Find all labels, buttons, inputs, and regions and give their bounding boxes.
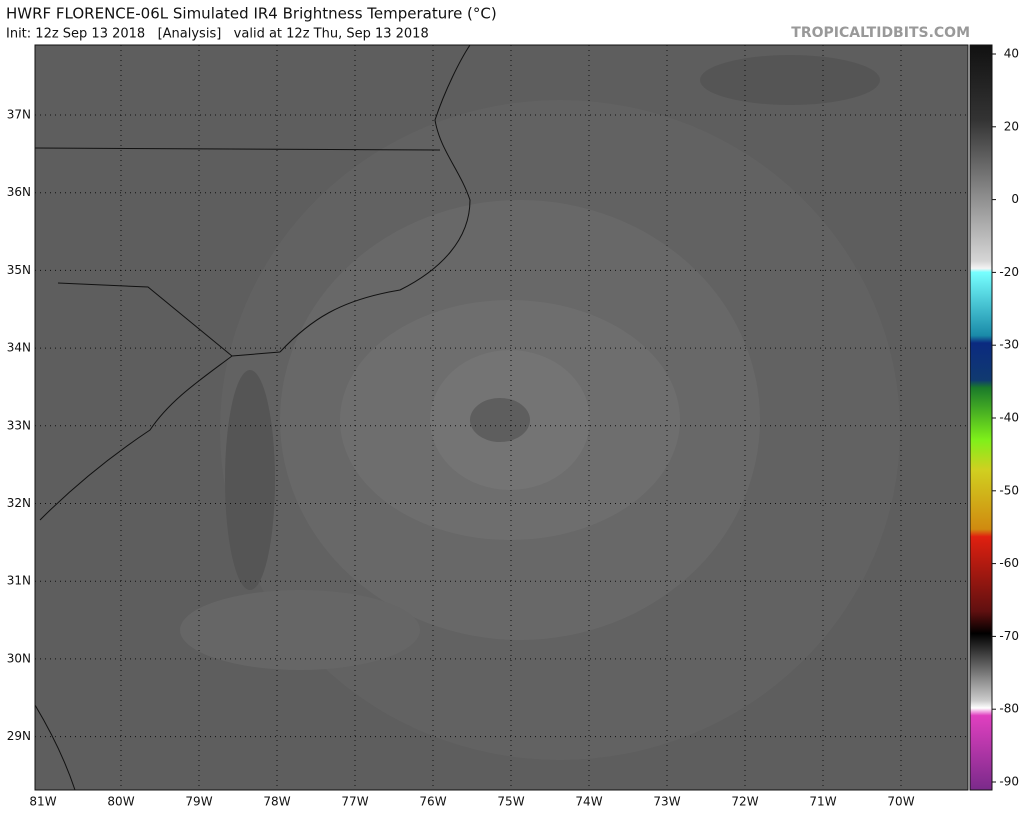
colorbar-label: -20 (999, 265, 1019, 279)
lon-label: 71W (809, 795, 836, 809)
site-name: TROPICALTIDBITS.COM (791, 25, 970, 41)
lon-label: 79W (185, 795, 212, 809)
colorbar-label: -90 (999, 775, 1019, 789)
colorbar-label: -60 (999, 556, 1019, 570)
lat-label: 35N (7, 263, 31, 277)
colorbar-label: 0 (1011, 192, 1019, 206)
lon-label: 78W (263, 795, 290, 809)
map (35, 45, 968, 790)
colorbar-label: -80 (999, 702, 1019, 716)
colorbar-label: 20 (1004, 119, 1019, 133)
colorbar-label: 40 (1004, 47, 1019, 61)
lon-label: 75W (497, 795, 524, 809)
lon-label: 76W (419, 795, 446, 809)
colorbar-label: -30 (999, 338, 1019, 352)
lat-label: 32N (7, 496, 31, 510)
lat-label: 36N (7, 185, 31, 199)
lat-label: 33N (7, 418, 31, 432)
lon-label: 77W (341, 795, 368, 809)
lon-label: 70W (887, 795, 914, 809)
lat-label: 29N (7, 729, 31, 743)
colorbar-label: -50 (999, 483, 1019, 497)
lat-label: 31N (7, 574, 31, 588)
title: HWRF FLORENCE-06L Simulated IR4 Brightne… (6, 5, 497, 23)
lat-label: 37N (7, 108, 31, 122)
lon-label: 73W (653, 795, 680, 809)
lon-label: 74W (575, 795, 602, 809)
lon-label: 81W (29, 795, 56, 809)
subtitle: Init: 12z Sep 13 2018 [Analysis] valid a… (6, 27, 429, 42)
colorbar-label: -70 (999, 629, 1019, 643)
colorbar-label: -40 (999, 411, 1019, 425)
grid (35, 45, 968, 790)
colorbar (969, 44, 993, 791)
lat-label: 30N (7, 651, 31, 665)
lon-label: 72W (731, 795, 758, 809)
lat-label: 34N (7, 341, 31, 355)
lon-label: 80W (107, 795, 134, 809)
map-frame (34, 44, 969, 791)
